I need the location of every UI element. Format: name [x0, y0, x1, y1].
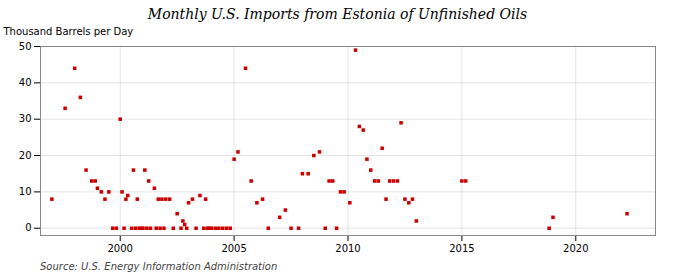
- svg-text:30: 30: [19, 113, 32, 124]
- svg-text:50: 50: [19, 41, 32, 52]
- svg-text:2005: 2005: [221, 243, 246, 254]
- svg-text:2020: 2020: [563, 243, 588, 254]
- svg-text:Thousand Barrels per Day: Thousand Barrels per Day: [3, 26, 134, 37]
- html-text:Source: U.S. Energy Informatio: Source: U.S. Energy Information Administ…: [40, 261, 278, 272]
- svg-text:2000: 2000: [107, 243, 132, 254]
- svg-text:2010: 2010: [335, 243, 360, 254]
- svg-text:0: 0: [25, 222, 31, 233]
- html-text:Monthly U.S. Imports from Esto: Monthly U.S. Imports from Estonia of Unf…: [147, 6, 528, 22]
- svg-text:2015: 2015: [449, 243, 474, 254]
- svg-text:40: 40: [19, 77, 32, 88]
- svg-text:10: 10: [19, 186, 32, 197]
- svg-text:20: 20: [19, 150, 32, 161]
